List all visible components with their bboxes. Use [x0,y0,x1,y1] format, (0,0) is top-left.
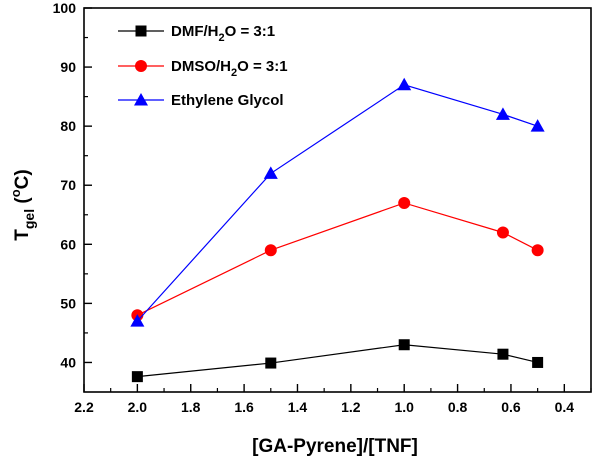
data-point-square [532,356,544,368]
data-point-triangle [495,107,510,120]
x-tick-label: 0.8 [448,399,468,415]
data-point-triangle [397,77,412,91]
x-tick-label: 1.4 [288,399,308,415]
plot-frame [83,7,592,393]
series-line-square [137,344,538,378]
data-point-square [497,348,509,360]
x-tick-label: 2.2 [74,399,94,415]
y-tick-label: 80 [60,118,76,134]
x-axis-title: [GA-Pyrene]/[TNF] [252,436,418,457]
y-axis-ticks: 40 50 60 70 80 90 100 [53,0,92,370]
legend-item-square: DMF/H2O = 3:1 [118,23,275,44]
x-tick-label: 1.2 [341,399,361,415]
y-tick-label: 90 [60,59,76,75]
legend-item-circle: DMSO/H2O = 3:1 [118,58,288,79]
x-tick-label: 0.4 [555,399,575,415]
x-tick-label: 1.8 [181,399,201,415]
data-point-triangle [130,314,145,327]
data-point-circle [496,226,509,239]
y-tick-label: 60 [60,236,76,252]
data-point-square [131,371,143,383]
series-layer [130,77,545,383]
series-circle [131,196,544,322]
data-point-square [398,339,410,351]
series-triangle [130,77,545,327]
legend-marker-triangle [134,93,148,106]
y-tick-label: 40 [60,354,76,370]
legend-marker-square [135,25,147,37]
x-tick-label: 1.0 [394,399,414,415]
x-axis-ticks: 2.2 2.0 1.8 1.6 1.4 1.2 1.0 0.8 0.6 0.4 [74,384,592,415]
y-tick-label: 50 [60,295,76,311]
data-point-square [265,357,277,369]
y-tick-label: 100 [53,0,77,16]
legend: DMF/H2O = 3:1 DMSO/H2O = 3:1 Ethylene Glyc… [118,23,288,109]
y-tick-label: 70 [60,177,76,193]
data-point-triangle [530,119,545,132]
legend-item-triangle: Ethylene Glycol [118,92,284,109]
legend-marker-circle [135,60,147,72]
data-point-circle [398,196,411,209]
data-point-circle [264,244,277,257]
y-axis-title: Tgel (oC) [8,169,37,240]
series-square [131,339,544,383]
data-point-triangle [263,166,278,179]
legend-label: DMF/H2O = 3:1 [171,23,275,44]
legend-label: Ethylene Glycol [171,92,284,109]
x-tick-label: 2.0 [128,399,148,415]
x-tick-label: 1.6 [234,399,254,415]
series-line-circle [137,202,538,316]
x-tick-label: 0.6 [501,399,521,415]
legend-label: DMSO/H2O = 3:1 [171,58,288,79]
data-point-circle [531,244,544,257]
